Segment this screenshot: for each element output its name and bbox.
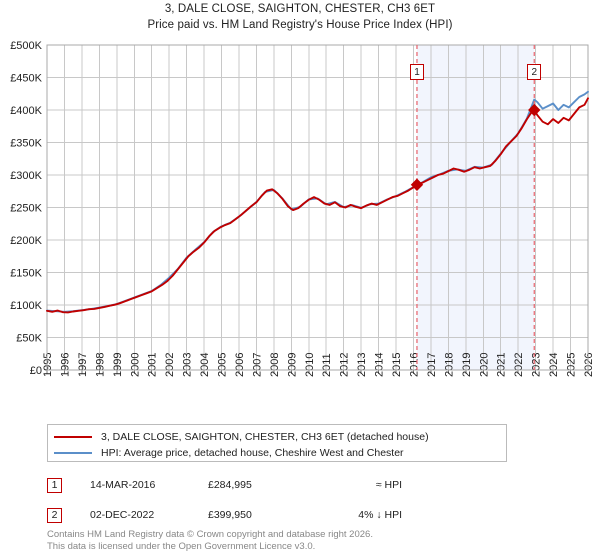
x-axis-label: 2017 [426,353,438,377]
price-paid-line [46,97,589,314]
x-axis-label: 2007 [251,353,263,377]
x-axis-label: 2002 [164,353,176,377]
y-axis-label: £200K [10,235,42,247]
y-axis-label: £450K [10,73,42,85]
legend-swatch-hpi [54,452,92,454]
transaction-price-1: £284,995 [208,479,252,491]
x-axis-label: 1996 [59,353,71,377]
sale-point-marker [410,178,424,191]
x-axis-label: 2016 [408,353,420,377]
legend-label-hpi: HPI: Average price, detached house, Ches… [101,447,404,459]
y-axis-label: £350K [10,138,42,150]
x-axis-label: 2005 [217,353,229,377]
event-marker-badge-2: 2 [527,64,542,80]
transaction-row: 2 02-DEC-2022 £399,950 4% ↓ HPI [47,504,507,526]
legend-swatch-price-paid [54,436,92,438]
y-axis-label: £400K [10,105,42,117]
legend-label-price-paid: 3, DALE CLOSE, SAIGHTON, CHESTER, CH3 6E… [101,431,429,443]
x-axis-label: 2014 [374,353,386,377]
x-axis-label: 2022 [513,353,525,377]
x-axis-label: 1997 [77,353,89,377]
transaction-badge-2: 2 [47,507,62,523]
x-axis-label: 2011 [321,353,333,377]
x-axis-label: 2009 [286,353,298,377]
x-axis-label: 2019 [461,353,473,377]
x-axis-label: 2026 [583,353,595,377]
x-axis-label: 2003 [182,353,194,377]
y-axis-label: £300K [10,170,42,182]
x-axis-label: 1998 [94,353,106,377]
plot-area: £0 £50K £100K £150K £200K £250K £300K £350K £400… [10,40,595,377]
x-axis-label: 2010 [304,353,316,377]
x-axis-label: 2024 [548,353,560,377]
x-axis-label: 2023 [531,353,543,377]
attribution-footer: Contains HM Land Registry data © Crown c… [47,529,587,553]
plot-frame [46,44,589,371]
x-axis-label: 2000 [129,353,141,377]
x-axis-label: 2001 [147,353,159,377]
y-axis-label: £250K [10,203,42,215]
x-axis-label: 2015 [391,353,403,377]
transaction-hpi-relation-2: 4% ↓ HPI [358,509,402,521]
sale-point-marker [528,103,541,117]
transaction-date-2: 02-DEC-2022 [90,509,155,521]
x-axis-label: 2013 [356,353,368,377]
x-axis-label: 2004 [199,353,211,377]
x-axis-label: 2012 [339,353,351,377]
transaction-price-2: £399,950 [208,509,252,521]
x-axis-label: 2018 [443,353,455,377]
y-axis-label: £100K [10,300,42,312]
x-axis-label: 2008 [269,353,281,377]
page-subtitle: Price paid vs. HM Land Registry's House … [147,19,453,31]
x-axis-label: 2006 [234,353,246,377]
chart-legend: 3, DALE CLOSE, SAIGHTON, CHESTER, CH3 6E… [47,424,507,462]
transaction-hpi-relation-1: ≈ HPI [375,479,402,491]
y-axis-label: £150K [10,268,42,280]
event-marker-badge-1: 1 [409,64,424,80]
y-axis-label: £0 [30,365,42,377]
y-axis-label: £50K [16,333,42,345]
legend-item-price-paid: 3, DALE CLOSE, SAIGHTON, CHESTER, CH3 6E… [54,429,500,445]
x-axis-label: 2020 [478,353,490,377]
footer-line-2: This data is licensed under the Open Gov… [47,541,316,553]
x-axis-label: 2025 [566,353,578,377]
y-axis-label: £500K [10,40,42,52]
transaction-badge-1: 1 [47,477,62,493]
footer-line-1: Contains HM Land Registry data © Crown c… [47,529,373,540]
transaction-row: 1 14-MAR-2016 £284,995 ≈ HPI [47,474,507,496]
legend-item-hpi: HPI: Average price, detached house, Ches… [54,445,500,461]
page-title: 3, DALE CLOSE, SAIGHTON, CHESTER, CH3 6E… [164,3,436,15]
x-axis-label: 2021 [496,353,508,377]
x-axis-label: 1995 [42,353,54,377]
x-axis-label: 1999 [112,353,124,377]
transaction-date-1: 14-MAR-2016 [90,479,156,491]
